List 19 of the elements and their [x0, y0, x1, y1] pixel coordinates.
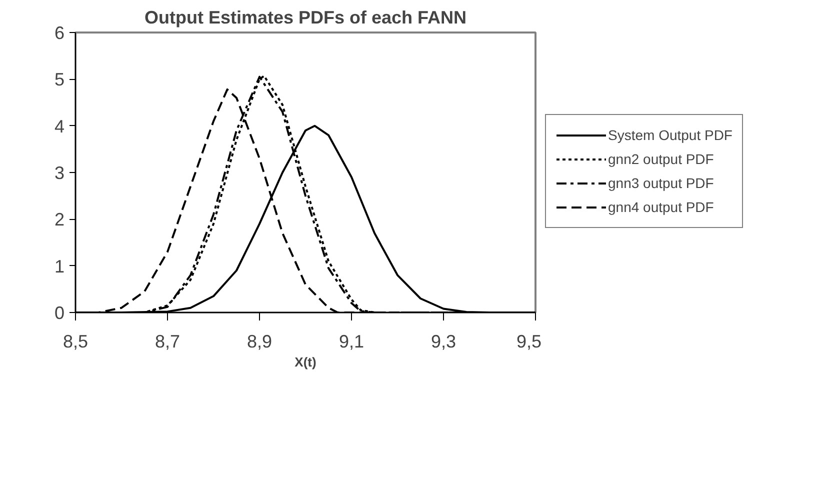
- x-tick-label: 8,9: [246, 332, 272, 352]
- x-tick-label: 8,5: [62, 332, 88, 352]
- y-tick-label: 3: [54, 163, 65, 183]
- legend-label: System Output PDF: [608, 127, 732, 143]
- y-tick-label: 4: [54, 116, 65, 136]
- legend-label: gnn2 output PDF: [608, 151, 714, 167]
- x-tick-label: 8,7: [154, 332, 180, 352]
- legend-label: gnn3 output PDF: [608, 175, 714, 191]
- x-axis-title: X(t): [294, 354, 316, 370]
- y-tick-label: 0: [54, 303, 65, 323]
- y-tick-label: 2: [54, 210, 65, 230]
- x-tick-label: 9,1: [338, 332, 364, 352]
- legend-label: gnn4 output PDF: [608, 199, 714, 215]
- y-tick-label: 1: [54, 256, 65, 276]
- x-tick-label: 9,5: [516, 332, 542, 352]
- x-tick-label: 9,3: [430, 332, 456, 352]
- y-tick-label: 6: [54, 23, 65, 43]
- y-tick-label: 5: [54, 70, 65, 90]
- chart-title: Output Estimates PDFs of each FANN: [144, 8, 467, 28]
